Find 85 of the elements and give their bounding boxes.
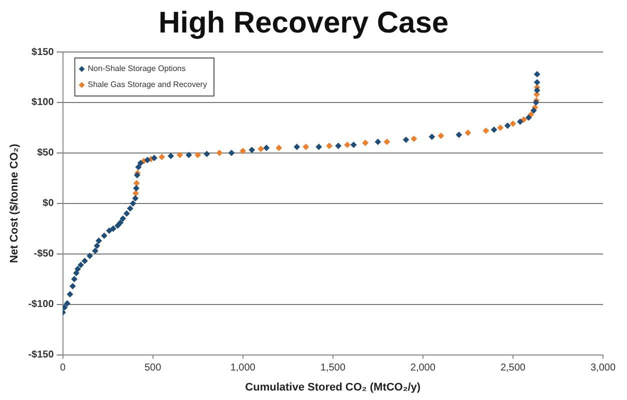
- x-tick-label: 2,500: [500, 362, 526, 374]
- point: [62, 304, 68, 311]
- point: [176, 152, 184, 158]
- point: [194, 152, 202, 158]
- y-tick-label: -$100: [28, 299, 54, 310]
- point: [344, 142, 350, 148]
- point: [482, 128, 490, 134]
- point: [78, 262, 84, 268]
- point: [124, 210, 130, 217]
- point: [110, 225, 116, 232]
- point: [158, 154, 166, 160]
- y-tick-label: -$50: [34, 248, 54, 260]
- point: [86, 252, 93, 260]
- y-tick-label: $0: [42, 198, 54, 210]
- point: [258, 146, 264, 152]
- point: [100, 232, 108, 239]
- point: [96, 238, 102, 244]
- point: [204, 150, 210, 158]
- x-tick-label: 0: [60, 362, 66, 374]
- point: [464, 130, 472, 136]
- point: [126, 205, 134, 212]
- point: [525, 114, 532, 121]
- point: [106, 227, 112, 234]
- chart-title: High Recovery Case: [158, 6, 449, 40]
- legend-label: Shale Gas Storage and Recovery: [88, 80, 207, 90]
- x-tick-label: 1,500: [320, 362, 346, 374]
- point: [335, 142, 342, 150]
- point: [64, 300, 70, 307]
- point: [410, 136, 418, 142]
- point: [302, 144, 310, 150]
- y-tick-label: $50: [37, 148, 54, 159]
- point: [534, 79, 540, 86]
- point: [276, 144, 282, 152]
- point: [316, 144, 322, 150]
- point: [71, 276, 78, 282]
- x-tick-label: 500: [144, 362, 162, 374]
- point: [120, 215, 126, 222]
- point: [248, 146, 256, 154]
- point: [73, 270, 80, 276]
- y-axis-title: Net Cost ($/tonne CO₂): [8, 143, 21, 263]
- point: [374, 138, 382, 146]
- y-tick-label: $150: [32, 46, 54, 58]
- point: [402, 136, 410, 144]
- x-tick-label: 1,000: [230, 362, 256, 374]
- point: [82, 258, 88, 264]
- point: [69, 282, 76, 290]
- point: [130, 200, 136, 207]
- point: [137, 160, 144, 166]
- x-tick-label: 3,000: [590, 362, 616, 374]
- point: [240, 148, 246, 154]
- point: [132, 190, 139, 197]
- point: [530, 107, 537, 114]
- point: [350, 142, 357, 148]
- legend-label: Non-Shale Storage Options: [88, 64, 186, 74]
- y-tick-label: -$150: [28, 350, 54, 361]
- y-tick-label: $100: [32, 97, 54, 108]
- point: [135, 164, 142, 170]
- point: [186, 152, 192, 158]
- point: [294, 144, 300, 150]
- point: [92, 248, 98, 254]
- point: [516, 118, 524, 125]
- point: [534, 71, 540, 78]
- point: [117, 219, 124, 226]
- point: [534, 87, 540, 94]
- point: [362, 140, 368, 146]
- point: [438, 132, 444, 139]
- point: [497, 124, 504, 131]
- point: [456, 132, 462, 138]
- point: [133, 180, 140, 186]
- point: [504, 122, 511, 129]
- point: [510, 120, 516, 127]
- point: [228, 150, 235, 156]
- point: [216, 150, 223, 156]
- point: [326, 142, 332, 150]
- point: [114, 222, 121, 229]
- x-axis-title: Cumulative Stored CO₂ (MtCO₂/y): [245, 381, 421, 394]
- x-tick-label: 2,000: [410, 362, 436, 374]
- point: [133, 185, 140, 192]
- point: [132, 195, 139, 202]
- point: [428, 134, 436, 140]
- point: [144, 156, 151, 164]
- point: [168, 152, 174, 160]
- point: [263, 144, 270, 152]
- point: [490, 126, 498, 133]
- point: [384, 138, 390, 146]
